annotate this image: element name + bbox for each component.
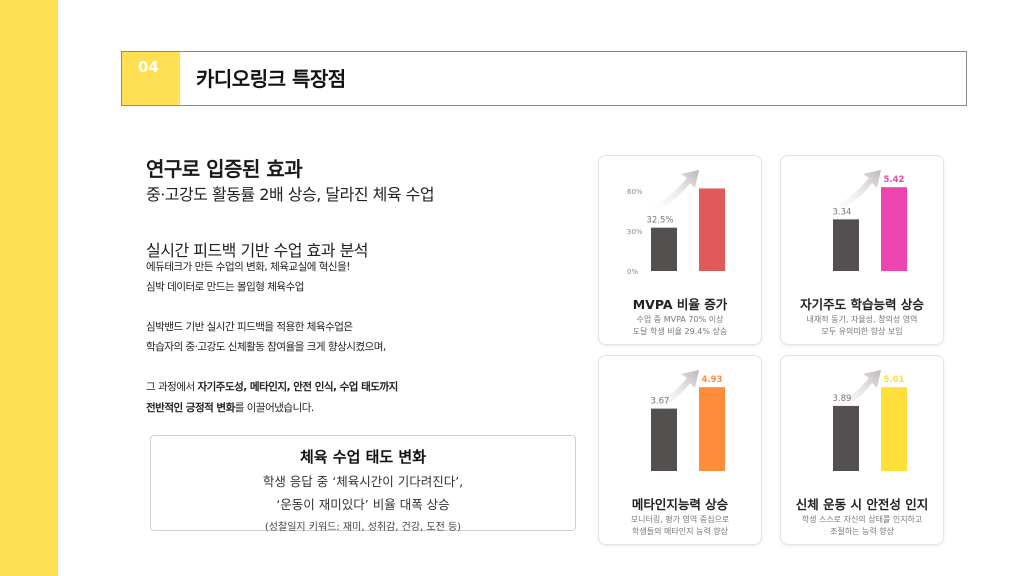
trend-arrow-icon	[829, 170, 881, 214]
attitude-keywords: (성찰일지 키워드: 재미, 성취감, 건강, 도전 등)	[264, 522, 462, 533]
bar-after	[881, 387, 907, 471]
paragraph-line-5-bold: 자기주도성, 메타인지, 안전 인식, 수업 태도까지	[197, 381, 398, 393]
bar-after	[699, 387, 725, 471]
paragraph-line-5-text: 그 과정에서	[146, 381, 198, 393]
bar-before	[651, 227, 677, 271]
section-number: 04	[122, 52, 180, 105]
trend-arrow-icon	[829, 370, 881, 414]
bar-before	[833, 405, 859, 471]
data-label-before: 32.5%	[646, 216, 673, 226]
paragraph-line-1: 에듀테크가 만든 수업의 변화, 체육교실에 혁신을!	[146, 261, 350, 273]
chart-desc-2: 학생들의 메타인지 능력 향상	[632, 527, 728, 536]
bar-after	[699, 188, 725, 271]
bar-after	[881, 187, 907, 271]
chart-title: 자기주도 학습능력 상승	[800, 297, 924, 312]
chart-desc-2: 도달 학생 비율 29.4% 상승	[632, 327, 728, 336]
attitude-line-2: ‘운동이 재미있다’ 비율 대폭 상승	[276, 497, 450, 512]
chart-desc-1: 내재적 동기, 자율성, 창의성 영역	[806, 315, 918, 324]
chart-desc-1: 수업 중 MVPA 70% 이상	[636, 315, 724, 324]
chart-svg-safety: 3.89 5.01	[829, 370, 907, 471]
chart-title: 신체 운동 시 안전성 인지	[795, 497, 929, 512]
chart-desc-2: 조절하는 능력 향상	[830, 527, 894, 536]
chart-card-self-directed: 3.34 5.42 자기주도 학습능력 상승 내재적 동기, 자율성, 창의성 영…	[780, 155, 944, 345]
chart-desc-1: 학생 스스로 자신의 상태를 인지하고	[801, 515, 923, 524]
trend-arrow-icon	[647, 370, 699, 414]
paragraph-line-2: 심박 데이터로 만드는 몰입형 체육수업	[146, 281, 304, 293]
attitude-change-box: 체육 수업 태도 변화 학생 응답 중 ‘체육시간이 기다려진다’, ‘운동이 …	[150, 435, 576, 533]
bar-before	[833, 219, 859, 271]
chart-desc-2: 모두 유의미한 향상 보임	[821, 327, 903, 336]
data-label-before: 3.34	[833, 207, 852, 217]
data-label-before: 3.67	[651, 397, 670, 407]
paragraph-line-6-text: 를 이끌어냈습니다.	[234, 402, 314, 414]
paragraph-line-6-bold: 전반적인 긍정적 변화	[146, 402, 235, 414]
attitude-title: 체육 수업 태도 변화	[299, 448, 427, 466]
chart-svg-metacognition: 3.67 4.93	[647, 370, 725, 471]
paragraph-line-6: 전반적인 긍정적 변화를 이끌어냈습니다.	[146, 400, 314, 415]
attitude-line-1: 학생 응답 중 ‘체육시간이 기다려진다’,	[262, 474, 464, 489]
chart-title: 메타인지능력 상승	[631, 497, 729, 512]
data-label-before: 3.89	[833, 394, 852, 404]
chart-card-safety: 3.89 5.01 신체 운동 시 안전성 인지 학생 스스로 자신의 상태를 인…	[780, 355, 944, 545]
chart-svg-mvpa: 60% 30% 0% 32.5%	[627, 170, 725, 276]
chart-card-metacognition: 3.67 4.93 메타인지능력 상승 모니터링, 평가 영역 중심으로 학생들의…	[598, 355, 762, 545]
chart-desc-1: 모니터링, 평가 영역 중심으로	[630, 515, 730, 524]
y-tick-label: 60%	[627, 188, 643, 196]
data-label-after: 4.93	[702, 375, 723, 385]
chart-card-mvpa: 60% 30% 0% 32.5% MVPA 비율 증가 수업 중 MVPA 70% 이…	[598, 155, 762, 345]
y-tick-label: 0%	[627, 268, 638, 276]
y-tick-label: 30%	[627, 228, 643, 236]
left-accent-stripe	[0, 0, 58, 576]
page-title: 카디오링크 특장점	[196, 67, 346, 91]
bar-before	[651, 408, 677, 471]
data-label-after: 5.01	[884, 375, 905, 385]
chart-title: MVPA 비율 증가	[632, 297, 728, 312]
header-bar: 04 카디오링크 특장점	[121, 51, 967, 106]
paragraph-line-4: 학습자의 중·고강도 신체활동 참여율을 크게 향상시켰으며,	[146, 341, 386, 353]
section-subtitle-2: 실시간 피드백 기반 수업 효과 분석	[146, 241, 369, 260]
section-title: 연구로 입증된 효과	[146, 157, 303, 181]
chart-svg-self-directed: 3.34 5.42	[829, 170, 907, 271]
paragraph-line-5: 그 과정에서 자기주도성, 메타인지, 안전 인식, 수업 태도까지	[146, 379, 398, 394]
trend-arrow-icon	[647, 170, 699, 214]
data-label-after: 5.42	[884, 175, 905, 185]
section-subtitle-1: 중·고강도 활동률 2배 상승, 달라진 체육 수업	[146, 185, 435, 204]
paragraph-line-3: 심박밴드 기반 실시간 피드백을 적용한 체육수업은	[146, 321, 353, 333]
